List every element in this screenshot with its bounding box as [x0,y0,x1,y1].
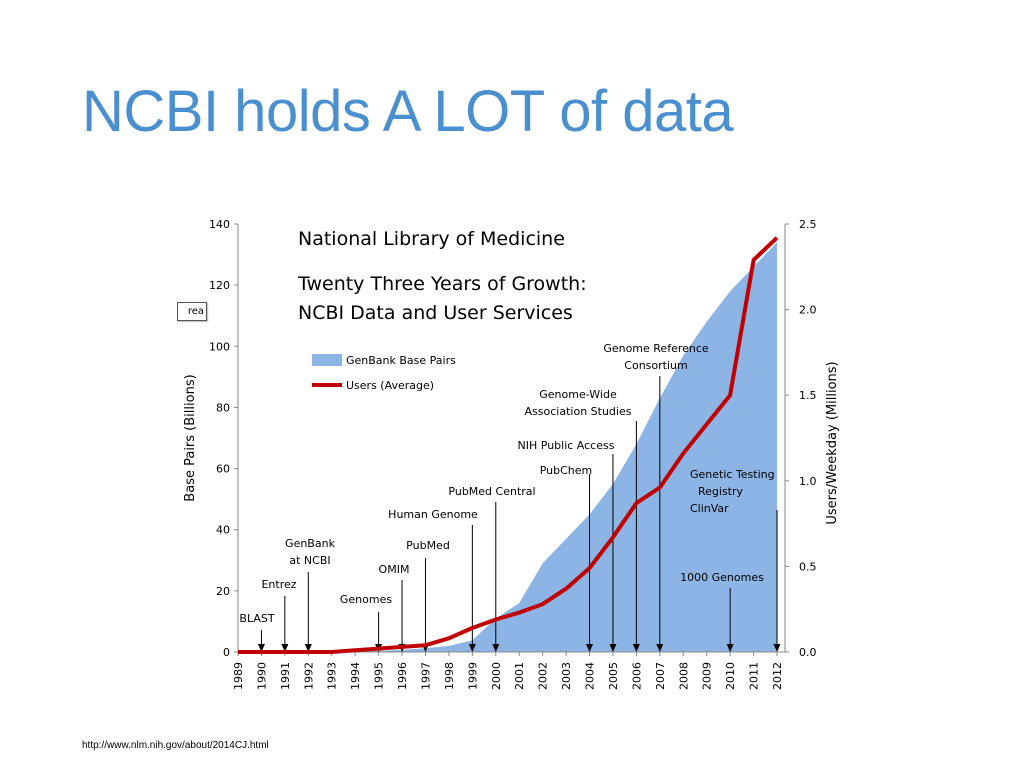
y-axis-label: Base Pairs (Billions) [183,374,198,501]
x-tick-label: 2001 [513,662,526,690]
x-tick-label: 1993 [326,662,339,690]
chart-subtitle: NCBI Data and User Services [298,302,573,324]
annotation-label: Genome-Wide [539,388,617,401]
x-tick-label: 2003 [560,662,573,690]
legend-label: GenBank Base Pairs [346,354,456,367]
annotation-label: Consortium [624,359,687,372]
legend-label: Users (Average) [346,379,434,392]
left-tick-label: 100 [209,340,230,353]
x-tick-label: 1990 [255,662,268,690]
series-line-users [238,236,779,654]
x-tick-label: 2009 [701,662,714,690]
x-tick-label: 2004 [584,662,597,690]
annotation-label: 1000 Genomes [680,571,764,584]
annotation-label: PubMed Central [448,485,535,498]
annotation-label: Genetic Testing [690,468,775,481]
left-tick-label: 60 [216,463,230,476]
left-tick-label: 0 [223,646,230,659]
annotation-label: Registry [698,485,744,498]
annotation-arrowhead [304,644,312,652]
annotation-arrowhead [632,644,640,652]
x-tick-label: 1991 [279,662,292,690]
y2-axis-label: Users/Weekday (Millions) [825,361,840,524]
left-tick-label: 40 [216,524,230,537]
annotation-arrowhead [281,644,289,652]
annotation-label: Genomes [340,593,392,606]
annotation-arrowhead [492,644,500,652]
annotation-label: NIH Public Access [518,439,615,452]
annotation-label: GenBank [285,537,336,550]
left-tick-label: 80 [216,401,230,414]
x-tick-label: 1989 [232,662,245,690]
annotation-label: Genome Reference [603,342,709,355]
clipped-label: rea [177,302,207,321]
source-url[interactable]: http://www.nlm.nih.gov/about/2014CJ.html [82,740,269,751]
x-tick-label: 2012 [771,662,784,690]
annotation-label: BLAST [239,612,274,625]
right-tick-label: 0.5 [799,560,817,573]
x-tick-label: 1994 [349,662,362,690]
annotation-label: Association Studies [525,405,632,418]
x-tick-label: 1998 [443,662,456,690]
annotation-arrowhead [773,644,781,652]
right-tick-label: 2.0 [799,304,817,317]
x-tick-label: 2010 [724,662,737,690]
x-tick-label: 1999 [466,662,479,690]
x-tick-label: 2008 [677,662,690,690]
annotation-label: OMIM [379,563,410,576]
x-tick-label: 2000 [490,662,503,690]
annotation-label: Entrez [261,578,296,591]
x-tick-label: 2007 [654,662,667,690]
x-tick-label: 1995 [373,662,386,690]
annotation-arrowhead [656,644,664,652]
chart-subtitle: Twenty Three Years of Growth: [297,273,587,295]
annotation-label: at NCBI [289,554,330,567]
slide-title: NCBI holds A LOT of data [82,79,734,144]
x-tick-label: 2006 [630,662,643,690]
annotation-arrowhead [726,644,734,652]
annotation-arrowhead [609,644,617,652]
chart-title: National Library of Medicine [298,228,565,250]
series-area-genbank [238,242,777,653]
annotation-arrowhead [468,644,476,652]
x-tick-label: 2005 [607,662,620,690]
annotation-label: PubChem [540,464,593,477]
left-tick-label: 120 [209,279,230,292]
x-tick-label: 1997 [419,662,432,690]
right-tick-label: 1.0 [799,475,817,488]
annotation-label: Human Genome [388,508,478,521]
annotation-label: PubMed [406,539,450,552]
x-tick-label: 2002 [537,662,550,690]
annotation-arrowhead [257,644,265,652]
right-tick-label: 1.5 [799,389,817,402]
left-tick-label: 140 [209,218,230,231]
x-tick-label: 1996 [396,662,409,690]
annotation-label: ClinVar [690,502,729,515]
left-tick-label: 20 [216,585,230,598]
legend-swatch-area [312,354,342,366]
annotation-arrowhead [586,644,594,652]
x-tick-label: 1992 [302,662,315,690]
right-tick-label: 2.5 [799,218,817,231]
right-tick-label: 0.0 [799,646,817,659]
x-tick-label: 2011 [748,662,761,690]
